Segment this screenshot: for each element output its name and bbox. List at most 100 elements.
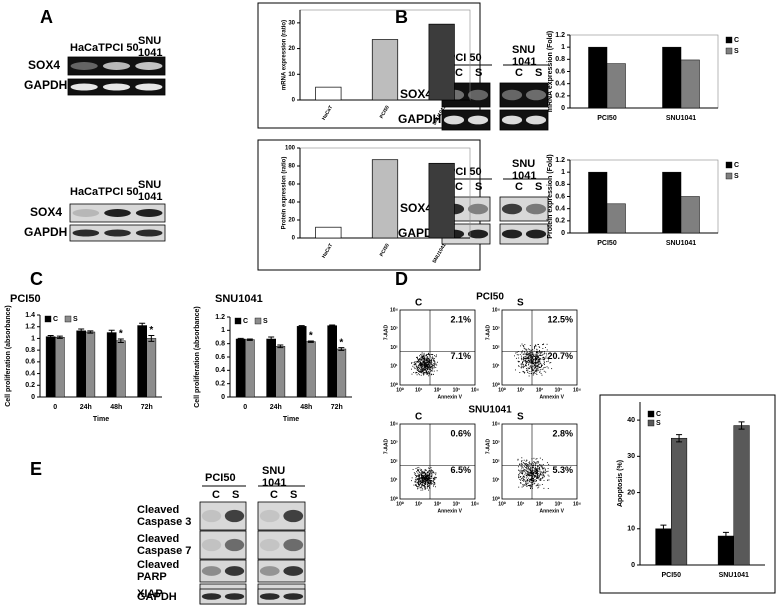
flow-dot xyxy=(416,360,418,362)
flow-tick: 10² xyxy=(390,345,398,351)
flow-dot xyxy=(532,360,534,362)
flow-dot xyxy=(534,361,536,363)
flow-dot xyxy=(433,479,435,481)
significance-mark: * xyxy=(339,337,343,348)
flow-dot xyxy=(520,345,522,347)
flow-dot xyxy=(427,358,429,360)
flow-dot xyxy=(419,358,421,360)
legend-swatch xyxy=(647,410,655,418)
y-axis-label: mRNA expression (ratio) xyxy=(282,20,288,90)
flow-dot xyxy=(415,475,416,477)
flow-dot xyxy=(527,358,529,360)
flow-dot xyxy=(531,466,533,468)
flow-dot xyxy=(434,478,436,480)
flow-dot xyxy=(524,365,526,367)
flow-dot xyxy=(432,354,434,355)
flow-tick: 10² xyxy=(492,459,500,465)
flow-dot xyxy=(540,358,542,360)
flow-dot xyxy=(427,471,428,473)
flow-dot xyxy=(530,361,532,363)
flow-dot xyxy=(530,480,532,482)
flow-dot xyxy=(525,475,527,476)
flow-dot xyxy=(534,355,536,357)
y-tick-label: 80 xyxy=(288,164,295,170)
flow-dot xyxy=(421,476,423,478)
flow-dot xyxy=(533,473,535,475)
flow-dot xyxy=(431,473,433,475)
flow-dot xyxy=(420,472,422,474)
flow-dot xyxy=(435,354,437,356)
flow-tick: 10³ xyxy=(555,387,563,393)
flow-dot xyxy=(536,359,538,361)
flow-dot xyxy=(413,484,415,486)
flow-dot xyxy=(413,361,415,363)
flow-dot xyxy=(543,367,545,369)
flow-dot xyxy=(422,475,424,477)
blot xyxy=(199,588,247,605)
flow-dot xyxy=(423,361,425,363)
flow-dot xyxy=(424,365,426,367)
flow-dot xyxy=(529,473,531,475)
lane-label-line: SNU xyxy=(262,465,285,477)
flow-dot xyxy=(420,366,422,368)
flow-dot xyxy=(527,371,529,373)
flow-dot xyxy=(421,476,423,477)
flow-dot xyxy=(542,348,544,350)
flow-dot xyxy=(530,479,532,481)
flow-dot xyxy=(536,357,538,359)
row-label: Cleaved xyxy=(137,504,179,516)
flow-dot xyxy=(416,361,418,363)
blot xyxy=(499,223,549,245)
flow-dot xyxy=(420,489,422,491)
flow-dot xyxy=(421,371,423,373)
flow-dot xyxy=(430,368,432,370)
flow-dot xyxy=(428,362,430,364)
bar xyxy=(296,326,307,398)
flow-tick: 10⁰ xyxy=(492,496,500,502)
flow-dot xyxy=(528,364,530,366)
flow-dot xyxy=(414,363,416,365)
flow-dot xyxy=(428,354,430,356)
flow-dot xyxy=(426,364,428,366)
flow-dot xyxy=(429,484,431,486)
flow-dot xyxy=(536,461,538,463)
flow-dot xyxy=(424,484,426,486)
flow-dot xyxy=(535,352,537,354)
y-tick-label: 20 xyxy=(627,489,635,496)
row-label: Caspase 7 xyxy=(137,545,191,557)
flow-dot xyxy=(532,361,533,363)
bar xyxy=(146,338,157,398)
flow-dot xyxy=(418,370,420,372)
legend-swatch xyxy=(647,419,655,427)
flow-dot xyxy=(428,475,430,477)
flow-dot xyxy=(427,366,428,367)
flow-dot xyxy=(422,364,424,366)
flow-dot xyxy=(526,361,528,363)
error-bar xyxy=(87,330,94,334)
flow-dot xyxy=(417,368,419,369)
flow-dot xyxy=(429,470,431,472)
flow-dot xyxy=(527,472,529,474)
flow-dot xyxy=(425,372,427,374)
flow-dot xyxy=(526,465,527,467)
flow-dot xyxy=(539,357,541,359)
flow-dot xyxy=(428,482,430,484)
flow-dot xyxy=(531,349,533,351)
flow-dot xyxy=(519,476,521,478)
flow-dot xyxy=(428,467,430,469)
band xyxy=(501,115,523,125)
lane-label: S xyxy=(535,67,542,79)
lane-label: S xyxy=(232,489,239,501)
flow-dot xyxy=(532,354,534,356)
flow-dot xyxy=(417,488,419,490)
error-bar xyxy=(676,434,683,443)
flow-dot xyxy=(422,360,424,362)
band xyxy=(102,83,131,91)
flow-dot xyxy=(522,354,524,355)
flow-dot xyxy=(423,368,425,370)
flow-dot xyxy=(417,373,419,375)
flow-dot xyxy=(525,362,527,364)
flow-dot xyxy=(433,367,435,369)
flow-dot xyxy=(431,475,433,477)
flow-dot xyxy=(431,353,432,355)
